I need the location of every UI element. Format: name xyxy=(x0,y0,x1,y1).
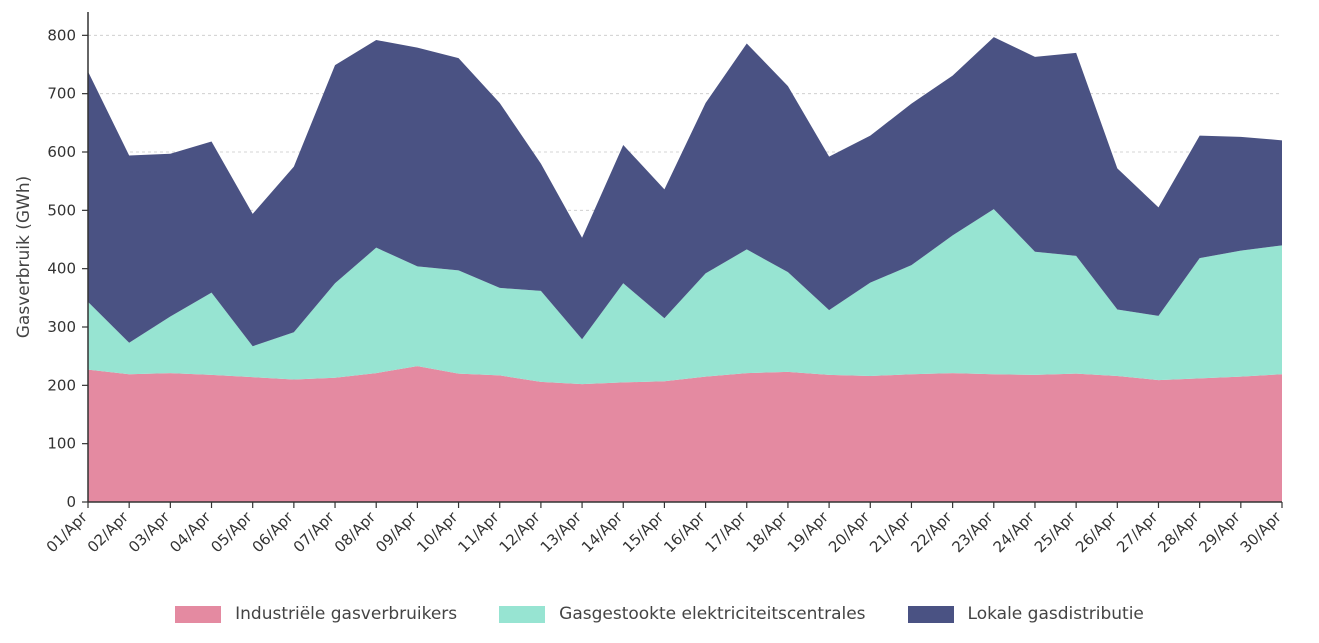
y-tick-label: 600 xyxy=(47,143,76,161)
x-tick-label: 22/Apr xyxy=(907,508,956,557)
x-tick-label: 17/Apr xyxy=(701,508,750,557)
legend-swatch-centrales xyxy=(499,605,546,623)
x-tick-label: 16/Apr xyxy=(660,508,709,557)
x-tick-label: 11/Apr xyxy=(454,508,503,557)
legend-swatch-distributie xyxy=(907,605,954,623)
x-tick-label: 10/Apr xyxy=(413,508,462,557)
x-tick-label: 30/Apr xyxy=(1237,508,1286,557)
y-axis-title: Gasverbruik (GWh) xyxy=(14,176,34,339)
x-tick-label: 25/Apr xyxy=(1031,508,1080,557)
x-tick-label: 27/Apr xyxy=(1113,508,1162,557)
y-tick-label: 700 xyxy=(47,85,76,103)
legend-label-centrales: Gasgestookte elektriciteitscentrales xyxy=(559,604,866,624)
area-series-2 xyxy=(88,37,1282,347)
y-tick-labels: 0 100 200 300 400 500 600 700 800 xyxy=(47,26,76,511)
x-tick-label: 19/Apr xyxy=(784,508,833,557)
y-tick-label: 100 xyxy=(47,435,76,453)
stacked-area-chart: 0 100 200 300 400 500 600 700 800 01/Apr02/Apr03… xyxy=(14,12,1286,557)
y-tick-label: 800 xyxy=(47,26,76,44)
x-tick-label: 15/Apr xyxy=(619,508,668,557)
x-tick-label: 13/Apr xyxy=(537,508,586,557)
x-tick-label: 09/Apr xyxy=(372,508,421,557)
axes xyxy=(82,12,1283,508)
area-series-0 xyxy=(88,366,1282,502)
x-tick-label: 23/Apr xyxy=(948,508,997,557)
legend-item-centrales: Gasgestookte elektriciteitscentrales xyxy=(499,604,866,624)
x-tick-label: 20/Apr xyxy=(825,508,874,557)
area-layer xyxy=(88,37,1282,502)
x-tick-labels: 01/Apr02/Apr03/Apr04/Apr05/Apr06/Apr07/A… xyxy=(43,508,1286,557)
legend-item-industrie: Industriële gasverbruikers xyxy=(175,604,457,624)
x-tick-label: 26/Apr xyxy=(1072,508,1121,557)
x-tick-label: 14/Apr xyxy=(578,508,627,557)
x-tick-label: 05/Apr xyxy=(207,508,256,557)
legend-item-distributie: Lokale gasdistributie xyxy=(907,604,1144,624)
legend: Industriële gasverbruikers Gasgestookte … xyxy=(0,604,1319,624)
y-tick-label: 400 xyxy=(47,260,76,278)
x-tick-label: 24/Apr xyxy=(990,508,1039,557)
x-tick-label: 08/Apr xyxy=(331,508,380,557)
x-tick-label: 28/Apr xyxy=(1154,508,1203,557)
y-tick-label: 200 xyxy=(47,376,76,394)
x-tick-label: 04/Apr xyxy=(166,508,215,557)
y-tick-label: 300 xyxy=(47,318,76,336)
legend-label-distributie: Lokale gasdistributie xyxy=(967,604,1144,624)
legend-swatch-industrie xyxy=(175,605,222,623)
x-tick-label: 07/Apr xyxy=(290,508,339,557)
x-tick-label: 12/Apr xyxy=(496,508,545,557)
x-tick-label: 06/Apr xyxy=(249,508,298,557)
legend-label-industrie: Industriële gasverbruikers xyxy=(235,604,458,624)
x-tick-label: 21/Apr xyxy=(866,508,915,557)
area-series-1 xyxy=(88,209,1282,385)
x-tick-label: 18/Apr xyxy=(743,508,792,557)
x-tick-label: 29/Apr xyxy=(1196,508,1245,557)
y-tick-label: 500 xyxy=(47,201,76,219)
x-tick-label: 01/Apr xyxy=(43,508,92,557)
x-tick-label: 02/Apr xyxy=(84,508,133,557)
y-tick-label: 0 xyxy=(66,493,76,511)
x-tick-label: 03/Apr xyxy=(125,508,174,557)
